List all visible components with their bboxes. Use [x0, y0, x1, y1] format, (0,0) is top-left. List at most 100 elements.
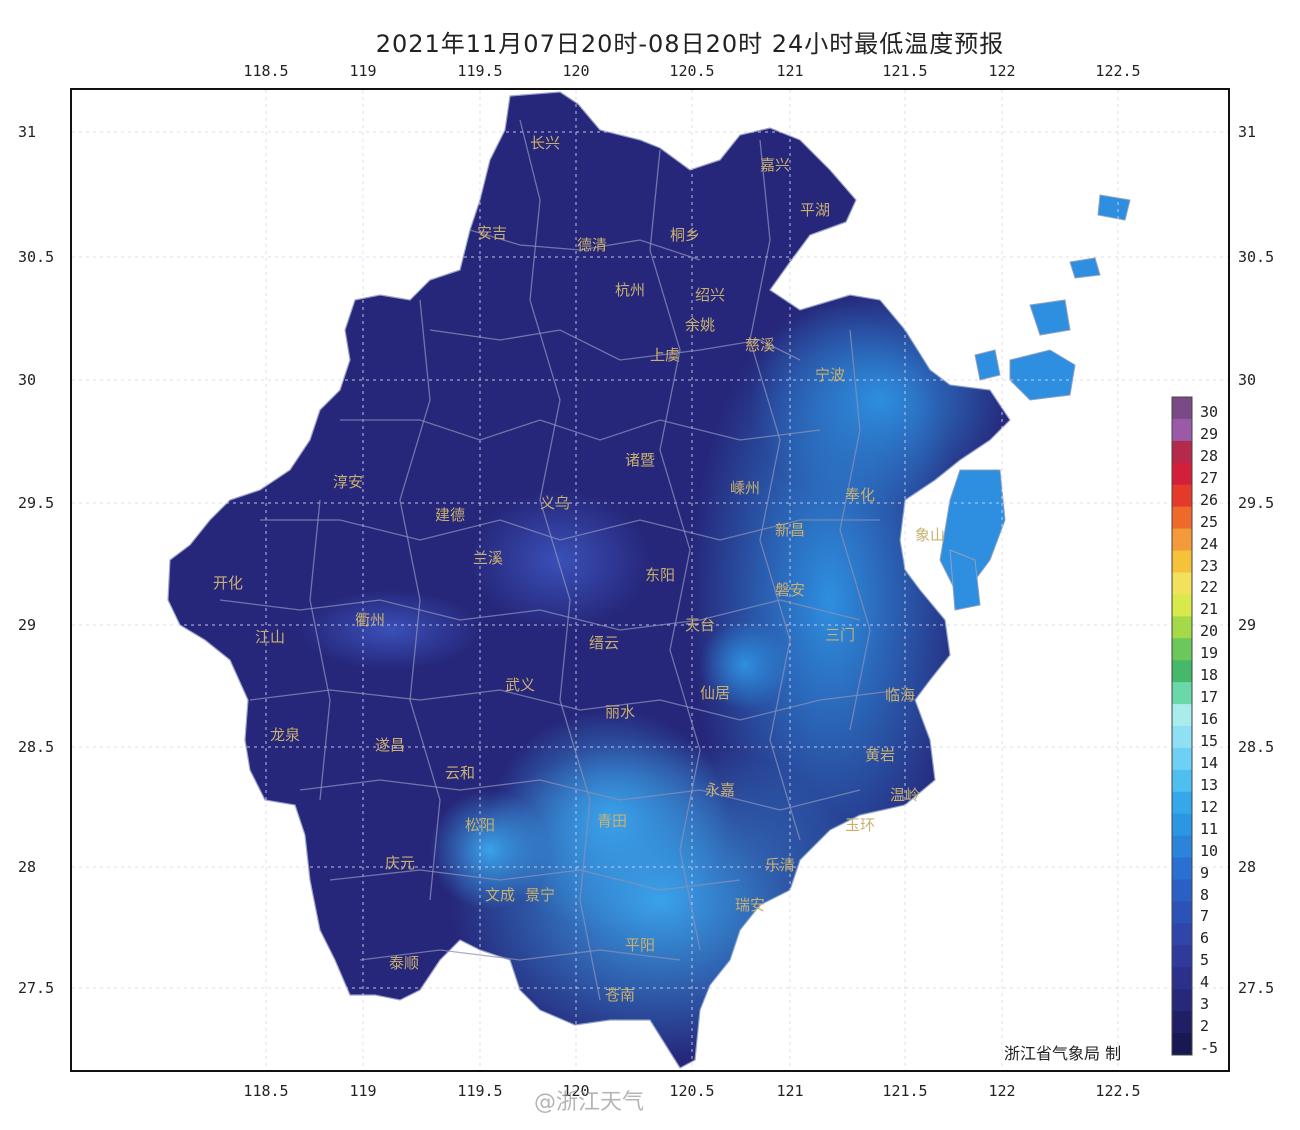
lon-tick-bottom: 121.5 [882, 1082, 928, 1100]
legend-label: 30 [1200, 402, 1219, 421]
place-label: 临海 [885, 686, 915, 704]
legend-label: 24 [1200, 534, 1219, 553]
island [1069, 257, 1101, 279]
lon-tick-top: 120.5 [669, 62, 715, 80]
zone-tiantai [700, 620, 790, 710]
legend-label: 16 [1200, 710, 1219, 729]
place-label: 诸暨 [625, 451, 655, 469]
island [1097, 194, 1131, 221]
lon-tick-top: 119.5 [457, 62, 503, 80]
place-label: 云和 [445, 764, 475, 782]
place-label: 瑞安 [735, 896, 765, 914]
county-boundary [839, 329, 871, 731]
place-label: 新昌 [775, 521, 805, 539]
place-label: 青田 [597, 812, 627, 830]
county-boundary [299, 779, 861, 811]
place-label: 象山 [915, 526, 945, 544]
lat-tick-left: 31 [18, 123, 37, 141]
place-label: 淳安 [333, 473, 363, 491]
lat-tick-left: 30 [18, 371, 37, 389]
legend-label: 10 [1200, 841, 1219, 860]
lon-tick-bottom: 120.5 [669, 1082, 715, 1100]
legend-label: 22 [1200, 578, 1219, 597]
legend-label: 8 [1200, 885, 1210, 904]
place-label: 平湖 [800, 201, 830, 219]
legend-label: 13 [1200, 775, 1219, 794]
legend-label: 7 [1200, 907, 1210, 926]
place-label: 温岭 [890, 786, 920, 804]
place-label: 慈溪 [745, 336, 775, 354]
lon-tick-top: 121 [776, 62, 804, 80]
place-label: 德清 [577, 236, 607, 254]
place-label: 黄岩 [865, 746, 895, 764]
lat-tick-right: 28 [1238, 858, 1257, 876]
legend-label: 19 [1200, 644, 1219, 663]
lat-tick-right: 30.5 [1238, 248, 1275, 266]
legend-label: -5 [1200, 1039, 1219, 1058]
lat-tick-right: 30 [1238, 371, 1257, 389]
place-label: 义乌 [540, 494, 570, 512]
county-boundary [399, 299, 441, 901]
county-boundary [429, 329, 801, 361]
county-boundary [309, 499, 331, 801]
place-label: 兰溪 [473, 549, 503, 567]
place-label: 仙居 [700, 684, 730, 702]
place-label: 平阳 [625, 936, 655, 954]
lon-tick-bottom: 119 [349, 1082, 377, 1100]
island [949, 549, 981, 611]
legend-label: 29 [1200, 424, 1219, 443]
lat-tick-left: 28 [18, 858, 37, 876]
legend-label: 23 [1200, 556, 1219, 575]
county-boundary [469, 229, 701, 261]
place-label: 苍南 [605, 986, 635, 1004]
county-boundary [219, 599, 861, 631]
place-label: 龙泉 [270, 726, 300, 744]
place-label: 余姚 [685, 316, 715, 334]
lat-tick-right: 29.5 [1238, 494, 1275, 512]
lon-tick-bottom: 118.5 [243, 1082, 289, 1100]
place-label: 长兴 [530, 134, 560, 152]
place-label: 丽水 [605, 703, 635, 721]
place-label: 三门 [825, 626, 855, 644]
place-label: 建德 [435, 506, 465, 524]
place-label: 庆元 [385, 854, 415, 872]
place-label: 嘉兴 [760, 156, 790, 174]
lon-tick-top: 121.5 [882, 62, 928, 80]
place-label: 乐清 [765, 856, 795, 874]
lon-tick-bottom: 119.5 [457, 1082, 503, 1100]
legend-label: 14 [1200, 753, 1219, 772]
legend-label: 2 [1200, 1017, 1210, 1036]
lat-tick-left: 28.5 [18, 738, 55, 756]
legend-label: 5 [1200, 951, 1210, 970]
zone-lishui-east [490, 710, 730, 930]
legend-label: 15 [1200, 731, 1219, 750]
lat-tick-left: 30.5 [18, 248, 55, 266]
place-label: 开化 [213, 574, 243, 592]
zone-quzhou [300, 590, 480, 670]
county-boundary [649, 149, 701, 951]
county-boundary [249, 689, 901, 721]
place-label: 上虞 [650, 346, 680, 364]
map-frame: 长兴 安吉 德清 桐乡 嘉兴 平湖 杭州 绍兴 宁波 慈溪 余姚 上虞 诸暨 嵊州 新昌 奉化 象山 淳安 建德 兰溪… [70, 88, 1230, 1072]
lat-tick-right: 29 [1238, 616, 1257, 634]
place-label: 松阳 [465, 816, 495, 834]
lon-tick-bottom: 120 [562, 1082, 590, 1100]
legend-label: 27 [1200, 468, 1219, 487]
place-label: 桐乡 [670, 226, 700, 244]
county-boundary [260, 519, 880, 541]
lon-tick-top: 118.5 [243, 62, 289, 80]
place-label: 安吉 [477, 224, 507, 242]
legend-label: 18 [1200, 666, 1219, 685]
zone-qingtian [430, 790, 550, 910]
county-boundary [329, 869, 741, 891]
lat-tick-left: 29.5 [18, 494, 55, 512]
lat-tick-right: 28.5 [1238, 738, 1275, 756]
place-label: 缙云 [589, 634, 619, 652]
place-label: 杭州 [615, 281, 645, 299]
map-title: 2021年11月07日20时-08日20时 24小时最低温度预报 [375, 30, 1005, 58]
legend-label: 11 [1200, 819, 1219, 838]
lon-tick-top: 122 [988, 62, 1016, 80]
legend-label: 25 [1200, 512, 1219, 531]
lat-tick-left: 27.5 [18, 979, 55, 997]
island [1029, 299, 1071, 336]
